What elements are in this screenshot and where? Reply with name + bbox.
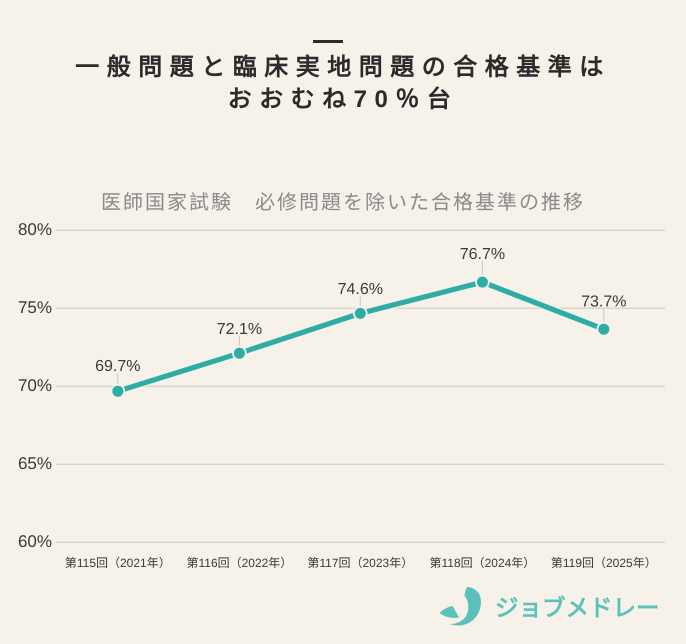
svg-text:76.7%: 76.7% bbox=[460, 246, 505, 263]
svg-text:73.7%: 73.7% bbox=[581, 294, 626, 311]
svg-text:72.1%: 72.1% bbox=[217, 321, 262, 338]
svg-text:80%: 80% bbox=[18, 220, 52, 239]
svg-text:第118回（2024年）: 第118回（2024年） bbox=[429, 556, 535, 570]
svg-text:第119回（2025年）: 第119回（2025年） bbox=[551, 556, 657, 570]
svg-text:第116回（2022年）: 第116回（2022年） bbox=[186, 556, 292, 570]
svg-text:60%: 60% bbox=[18, 532, 52, 551]
svg-text:69.7%: 69.7% bbox=[95, 358, 140, 375]
svg-text:74.6%: 74.6% bbox=[338, 281, 383, 298]
svg-text:第117回（2023年）: 第117回（2023年） bbox=[307, 556, 413, 570]
svg-text:70%: 70% bbox=[18, 376, 52, 395]
svg-text:第115回（2021年）: 第115回（2021年） bbox=[65, 556, 171, 570]
svg-text:65%: 65% bbox=[18, 454, 52, 473]
svg-text:75%: 75% bbox=[18, 298, 52, 317]
svg-text:ジョブメドレー: ジョブメドレー bbox=[495, 595, 660, 621]
